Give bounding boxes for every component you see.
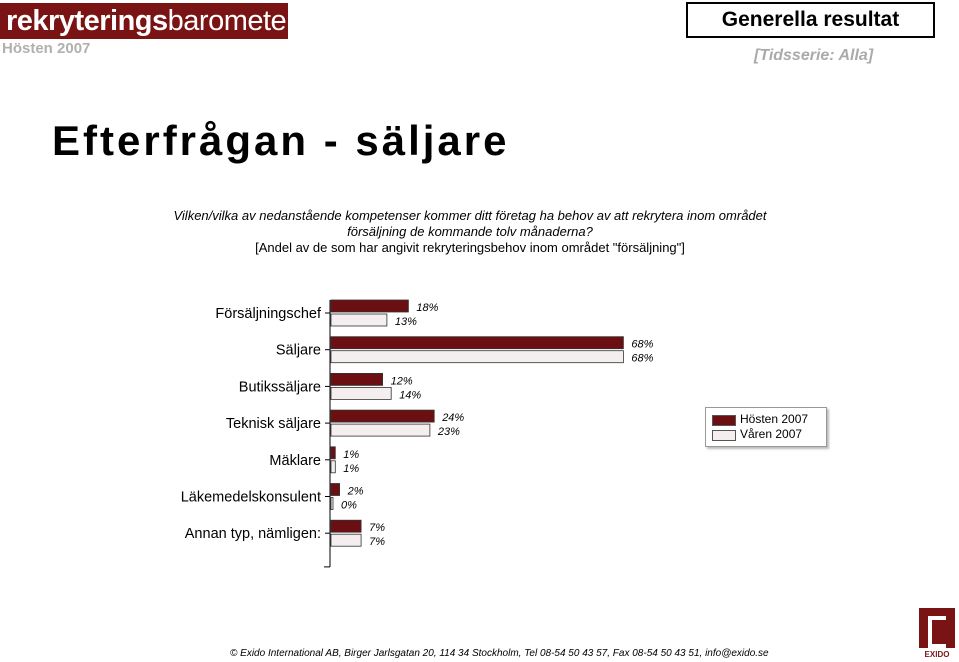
exido-logo: EXIDO — [917, 608, 957, 659]
season-label: Hösten 2007 — [2, 40, 91, 57]
legend-swatch-series2 — [712, 430, 736, 441]
bar-series2 — [330, 350, 624, 364]
bar-series1 — [330, 373, 383, 386]
data-label: 13% — [395, 316, 417, 328]
bar-series1 — [330, 519, 362, 533]
logo-light-text: barometern — [167, 5, 312, 37]
question-note: [Andel av de som har angivit rekrytering… — [255, 240, 685, 255]
section-title: Generella resultat — [686, 2, 935, 38]
category-label: Mäklare — [269, 453, 321, 469]
logo-bold-text: rekryterings — [6, 5, 168, 37]
bar-series2 — [330, 497, 334, 510]
data-label: 24% — [441, 412, 464, 424]
category-label: Teknisk säljare — [226, 416, 321, 432]
bar-series2 — [330, 423, 431, 437]
exido-mark-icon — [919, 608, 955, 648]
bar-series2 — [330, 387, 392, 400]
data-label: 2% — [347, 486, 364, 498]
legend-label-series2: Våren 2007 — [740, 427, 803, 441]
bar-series2 — [330, 460, 336, 474]
bar-series1 — [330, 446, 336, 460]
data-label: 68% — [631, 353, 653, 365]
exido-logo-text: EXIDO — [924, 650, 950, 659]
legend-label-series1: Hösten 2007 — [740, 412, 809, 426]
copyright-icon: © — [230, 648, 238, 659]
legend-swatch-series1 — [712, 415, 736, 426]
bar-series1 — [330, 336, 624, 350]
category-label: Annan typ, nämligen: — [185, 526, 321, 542]
question-line-2: försäljning de kommande tolv månaderna? — [347, 224, 593, 239]
data-label: 7% — [369, 522, 385, 534]
brand-logo: rekryteringsbarometern — [0, 3, 311, 39]
category-label: Butikssäljare — [239, 379, 321, 395]
data-label: 12% — [391, 375, 413, 387]
series-filter: [Tidsserie: Alla] — [754, 47, 874, 64]
data-label: 7% — [369, 536, 385, 548]
page-title: Efterfrågan - säljare — [52, 117, 510, 164]
category-label: Säljare — [276, 343, 321, 359]
bar-series1 — [330, 409, 435, 423]
data-label: 18% — [416, 302, 438, 314]
chart-legend: Hösten 2007 Våren 2007 — [705, 407, 827, 447]
bar-series2 — [330, 313, 388, 327]
bar-chart: Försäljningschef 18% 13% Säljare 68% 68% Butik… — [181, 299, 654, 568]
footer-contact: © Exido International AB, Birger Jarlsga… — [230, 648, 769, 659]
bar-series1 — [330, 299, 409, 313]
bar-series2 — [330, 533, 362, 547]
data-label: 0% — [341, 500, 357, 512]
data-label: 14% — [399, 389, 421, 401]
category-label: Läkemedelskonsulent — [181, 490, 321, 506]
question-line-1: Vilken/vilka av nedanstående kompetenser… — [173, 208, 767, 223]
data-label: 23% — [437, 426, 460, 438]
data-label: 68% — [631, 339, 653, 351]
data-label: 1% — [343, 449, 359, 461]
data-label: 1% — [343, 463, 359, 475]
footer-contact-text: Exido International AB, Birger Jarlsgata… — [240, 648, 769, 659]
bar-series1 — [330, 483, 341, 496]
category-label: Försäljningschef — [215, 306, 322, 322]
